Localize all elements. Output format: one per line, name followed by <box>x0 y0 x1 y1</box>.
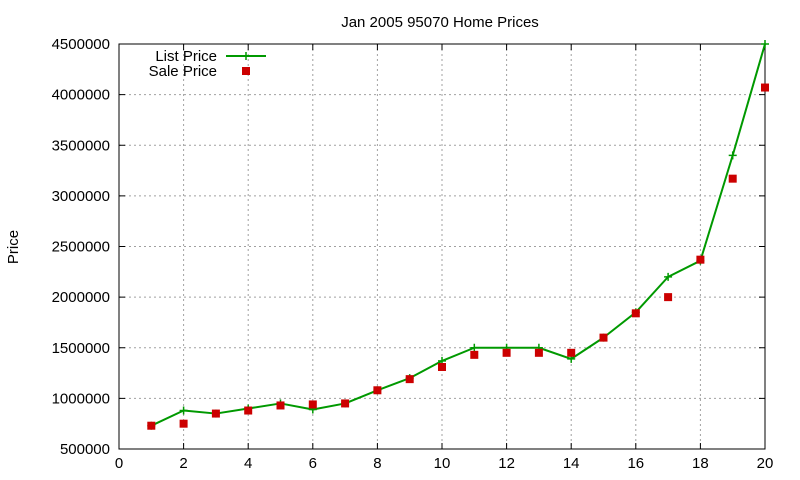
y-tick-label: 1500000 <box>52 340 110 357</box>
legend-label-list-price: List Price <box>155 48 217 65</box>
y-tick-label: 2000000 <box>52 289 110 306</box>
sale-price-point <box>405 375 414 384</box>
y-tick-label: 3000000 <box>52 188 110 205</box>
x-tick-label: 18 <box>692 455 709 472</box>
sale-price-point <box>567 348 576 357</box>
sale-price-point <box>696 255 705 264</box>
x-tick-label: 2 <box>179 455 187 472</box>
sale-price-point <box>438 362 446 371</box>
sale-price-point <box>534 348 543 357</box>
x-tick-label: 14 <box>563 455 580 472</box>
y-axis-label: Price <box>5 230 22 264</box>
sale-price-point <box>147 421 156 430</box>
sale-price-point <box>761 83 769 92</box>
y-tick-label: 4500000 <box>52 36 110 53</box>
x-tick-label: 12 <box>498 455 515 472</box>
sale-price-point <box>276 401 285 410</box>
x-tick-label: 0 <box>115 455 123 472</box>
plot-frame <box>118 43 766 450</box>
series-layer <box>147 40 769 430</box>
chart-title: Jan 2005 95070 Home Prices <box>341 14 539 31</box>
legend-marker-sale-price <box>242 67 250 75</box>
sale-price-point <box>502 348 511 357</box>
x-tick-label: 6 <box>309 455 317 472</box>
x-tick-label: 4 <box>244 455 252 472</box>
y-tick-label: 4000000 <box>52 87 110 104</box>
x-tick-label: 10 <box>434 455 451 472</box>
sale-price-point <box>373 386 382 395</box>
list-price-point <box>761 40 769 48</box>
legend-marker-list-price <box>242 52 250 60</box>
sale-price-point <box>664 293 673 302</box>
y-tick-label: 1000000 <box>52 390 110 407</box>
sale-price-point <box>308 400 317 409</box>
list-price-point <box>179 406 188 415</box>
gridlines <box>119 44 765 449</box>
y-tick-label: 3500000 <box>52 137 110 154</box>
x-tick-label: 16 <box>627 455 644 472</box>
sale-price-point <box>631 309 640 318</box>
sale-price-point <box>470 350 479 359</box>
sale-price-point <box>179 419 188 428</box>
x-tick-label: 8 <box>373 455 381 472</box>
axis-ticks: 0 2 4 6 8 10 12 14 16 18 20 500000 1000000 1500000 200… <box>52 36 774 472</box>
legend: List Price Sale Price <box>149 48 266 80</box>
sale-price-point <box>599 333 608 342</box>
list-price-point <box>470 343 479 352</box>
legend-label-sale-price: Sale Price <box>149 63 217 80</box>
list-price-point <box>664 272 673 281</box>
sale-price-point <box>244 406 253 415</box>
y-tick-label: 500000 <box>60 441 110 458</box>
sale-price-point <box>728 174 737 183</box>
x-tick-label: 20 <box>757 455 774 472</box>
y-tick-label: 2500000 <box>52 239 110 256</box>
sale-price-point <box>211 409 220 418</box>
sale-price-point <box>341 399 350 408</box>
list-price-point <box>728 151 737 160</box>
list-price-line <box>150 43 766 427</box>
